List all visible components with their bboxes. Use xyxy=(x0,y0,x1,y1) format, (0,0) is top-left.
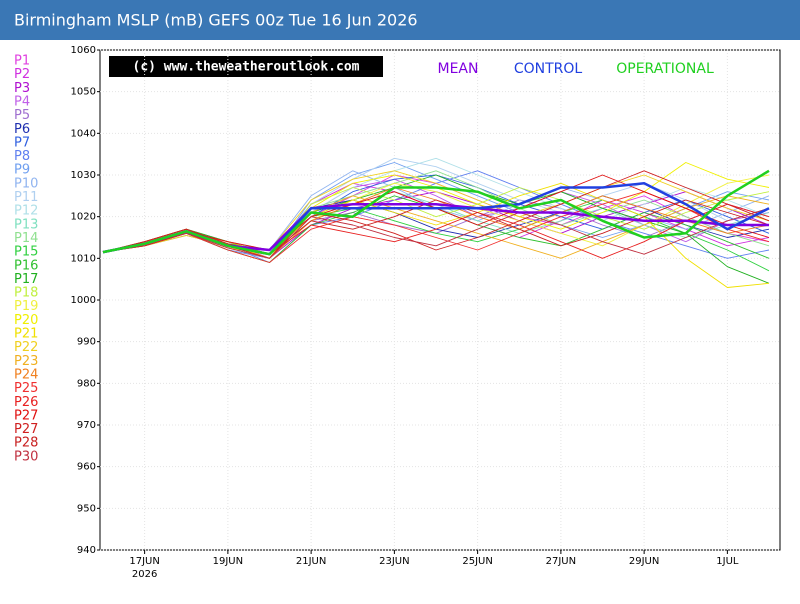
legend-entry: P15 xyxy=(14,245,38,260)
y-tick-label: 940 xyxy=(77,545,96,556)
summary-line xyxy=(102,169,770,256)
legend-entry: P23 xyxy=(14,354,38,369)
y-tick-label: 1060 xyxy=(71,45,96,56)
legend-entry: P22 xyxy=(14,340,38,355)
legend-entry: P7 xyxy=(14,135,30,150)
x-tick-label: 29JUN xyxy=(629,556,659,567)
y-tick-label: 970 xyxy=(77,420,96,431)
chart-title: Birmingham MSLP (mB) GEFS 00z Tue 16 Jun… xyxy=(14,11,418,30)
legend-entry: P19 xyxy=(14,299,38,314)
y-tick-label: 950 xyxy=(77,503,96,514)
legend-entry: P27 xyxy=(14,408,38,423)
y-tick-label: 1030 xyxy=(71,170,96,181)
legend-entry: P9 xyxy=(14,163,30,178)
legend-entry: P5 xyxy=(14,108,30,123)
member-line xyxy=(102,170,770,253)
y-tick-label: 1000 xyxy=(71,295,96,306)
legend-entry: P12 xyxy=(14,204,38,219)
legend-entry: P14 xyxy=(14,231,38,246)
x-tick-label: 25JUN xyxy=(462,556,492,567)
legend-entry: P18 xyxy=(14,286,38,301)
legend-entry: P21 xyxy=(14,327,38,342)
legend-entry: P30 xyxy=(14,449,38,464)
x-tick-label: 17JUN xyxy=(129,556,159,567)
watermark-box xyxy=(109,56,383,77)
y-tick-label: 1010 xyxy=(71,253,96,264)
legend-entry: P26 xyxy=(14,395,38,410)
x-year-label: 2026 xyxy=(132,569,157,580)
y-tick-label: 980 xyxy=(77,378,96,389)
legend-entry: P11 xyxy=(14,190,38,205)
legend-entry: P13 xyxy=(14,217,38,232)
legend-entry: P10 xyxy=(14,176,38,191)
x-tick-label: 1JUL xyxy=(716,556,739,567)
x-tick-label: 23JUN xyxy=(379,556,409,567)
legend-entry: P2 xyxy=(14,67,30,82)
legend-entry: P16 xyxy=(14,258,38,273)
legend-entry: P20 xyxy=(14,313,38,328)
y-tick-label: 990 xyxy=(77,337,96,348)
member-line xyxy=(102,207,770,259)
legend-entry: P6 xyxy=(14,122,30,137)
legend-entry: P4 xyxy=(14,94,30,109)
legend-entry: P25 xyxy=(14,381,38,396)
x-tick-label: 21JUN xyxy=(296,556,326,567)
legend-entry: P8 xyxy=(14,149,30,164)
legend-entry: MEAN xyxy=(438,61,479,77)
legend-entry: CONTROL xyxy=(514,61,583,77)
legend-entry: P1 xyxy=(14,54,30,69)
legend-entry: P3 xyxy=(14,81,30,96)
legend-entry: P17 xyxy=(14,272,38,287)
legend-entry: P28 xyxy=(14,436,38,451)
x-tick-label: 19JUN xyxy=(213,556,243,567)
watermark: (c) www.theweatheroutlook.com xyxy=(133,60,360,75)
legend-entry: P27 xyxy=(14,422,38,437)
legend-entry: OPERATIONAL xyxy=(616,61,714,77)
y-tick-label: 1050 xyxy=(71,87,96,98)
member-line xyxy=(102,199,770,255)
legend-entry: P24 xyxy=(14,367,38,382)
y-tick-label: 960 xyxy=(77,462,96,473)
header-bar xyxy=(0,0,800,40)
member-line xyxy=(102,174,770,284)
x-tick-label: 27JUN xyxy=(546,556,576,567)
y-tick-label: 1020 xyxy=(71,212,96,223)
y-tick-label: 1040 xyxy=(71,128,96,139)
